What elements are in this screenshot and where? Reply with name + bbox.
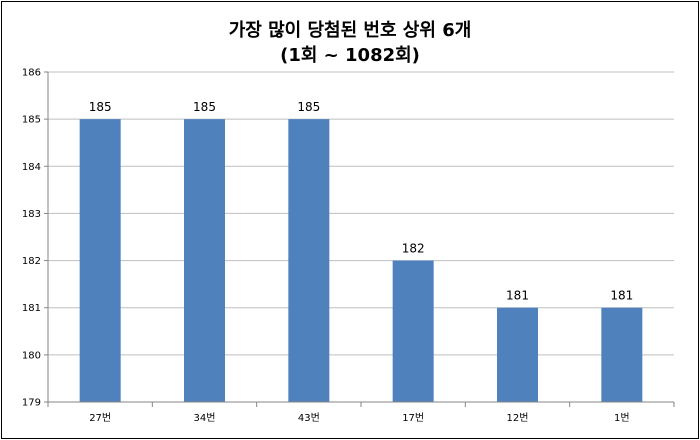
y-tick-label: 186: [22, 68, 41, 79]
y-tick-label: 182: [22, 256, 41, 267]
bar-43번: [288, 119, 330, 403]
bars: [79, 119, 643, 403]
axes: [44, 71, 675, 407]
bar-1번: [601, 307, 643, 402]
x-tick-label: 27번: [89, 412, 111, 424]
x-tick-label: 17번: [402, 412, 424, 424]
data-label: 181: [506, 289, 529, 303]
bar-34번: [184, 119, 225, 403]
chart-subtitle: (1회 ~ 1082회): [280, 45, 420, 66]
x-tick-label: 34번: [194, 412, 216, 424]
data-label: 182: [402, 242, 425, 256]
x-tick-label: 12번: [507, 412, 529, 424]
y-tick-label: 184: [22, 162, 41, 173]
bar-12번: [497, 307, 538, 402]
y-tick-label: 185: [22, 115, 41, 126]
x-tick-label: 1번: [614, 412, 630, 424]
y-tick-label: 183: [22, 209, 41, 220]
data-label: 181: [610, 289, 633, 303]
x-tick-label: 43번: [298, 412, 320, 424]
y-tick-label: 181: [22, 303, 41, 314]
chart-title: 가장 많이 당첨된 번호 상위 6개: [228, 20, 472, 41]
data-label: 185: [89, 100, 112, 114]
labels: 179 180 181 182 183 184 185 186 185 27번 185 34번 185 4…: [22, 68, 633, 425]
y-tick-label: 179: [22, 398, 41, 409]
bar-27번: [79, 119, 121, 403]
data-label: 185: [297, 100, 320, 114]
gridlines: [48, 71, 674, 356]
y-tick-label: 180: [22, 350, 41, 361]
data-label: 185: [193, 100, 216, 114]
bar-17번: [392, 260, 434, 402]
